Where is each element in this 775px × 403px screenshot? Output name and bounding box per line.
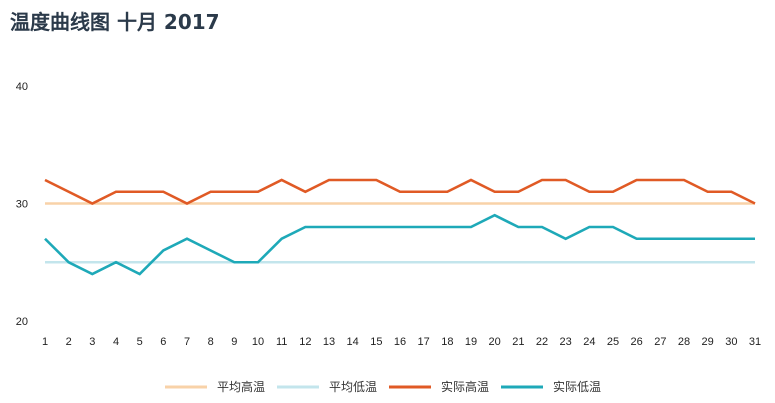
y-axis-ticks: 20 30 40 (16, 81, 28, 328)
y-tick-label: 20 (16, 316, 28, 328)
series-line (44, 178, 756, 205)
y-tick-label: 40 (16, 81, 28, 93)
x-tick-label: 31 (749, 336, 761, 348)
x-tick-label: 16 (394, 336, 406, 348)
x-tick-label: 30 (725, 336, 737, 348)
x-tick-label: 10 (252, 336, 264, 348)
x-axis-ticks: 1 2 3 4 5 6 7 8 9 10 11 12 13 14 15 16 17 18 19 20 21 22 23 24 2… (42, 336, 761, 348)
x-tick-label: 28 (678, 336, 690, 348)
x-tick-label: 26 (631, 336, 643, 348)
x-tick-label: 13 (323, 336, 335, 348)
x-tick-label: 11 (276, 336, 287, 348)
legend-label: 平均高温 (217, 379, 265, 394)
x-tick-label: 19 (465, 336, 477, 348)
x-tick-label: 6 (160, 336, 166, 348)
x-tick-label: 12 (299, 336, 311, 348)
x-tick-label: 20 (489, 336, 501, 348)
x-tick-label: 7 (184, 336, 190, 348)
x-tick-label: 27 (654, 336, 666, 348)
x-tick-label: 22 (536, 336, 548, 348)
x-tick-label: 17 (418, 336, 430, 348)
x-tick-label: 2 (66, 336, 72, 348)
x-tick-label: 4 (113, 336, 119, 348)
x-tick-label: 3 (89, 336, 95, 348)
y-tick-label: 30 (16, 199, 28, 211)
x-tick-label: 15 (370, 336, 382, 348)
legend: 平均高温 平均低温 实际高温 实际低温 (165, 379, 601, 394)
x-tick-label: 29 (702, 336, 714, 348)
legend-label: 实际高温 (441, 379, 489, 394)
x-tick-label: 23 (560, 336, 572, 348)
x-tick-label: 21 (512, 336, 524, 348)
x-tick-label: 14 (347, 336, 359, 348)
x-tick-label: 1 (42, 336, 48, 348)
legend-label: 实际低温 (553, 379, 601, 394)
x-tick-label: 9 (231, 336, 237, 348)
series-line (44, 213, 755, 276)
x-tick-label: 24 (583, 336, 595, 348)
chart-title: 温度曲线图 十月 2017 (10, 10, 220, 34)
legend-label: 平均低温 (329, 380, 377, 394)
x-tick-label: 18 (441, 336, 453, 348)
x-tick-label: 5 (137, 336, 143, 348)
x-tick-label: 25 (607, 336, 619, 348)
x-tick-label: 8 (208, 336, 214, 348)
series-lines (44, 178, 756, 276)
